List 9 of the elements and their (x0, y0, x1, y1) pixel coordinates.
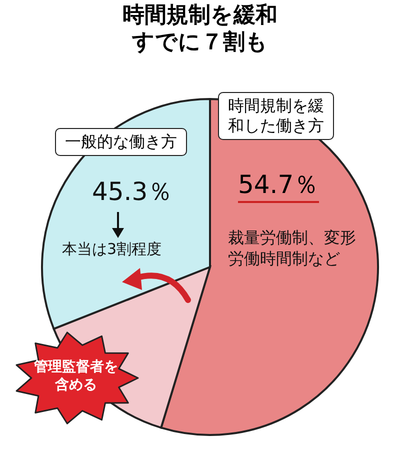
text: 本当は3割程度 (62, 240, 163, 260)
text: 45.3％ (92, 176, 174, 208)
slice-label: 一般的な働き方 (55, 128, 187, 156)
slice-label: 時間規制を緩和した働き方 (218, 92, 334, 140)
chart-subtitle: すでに７割も (131, 29, 269, 56)
text: 裁量労働制、変形労働時間制など (228, 228, 357, 270)
data-label: 54.7％ (238, 168, 319, 203)
text: 管理監督者を含める (33, 358, 119, 394)
chart-title: 時間規制を緩和 (122, 2, 278, 29)
